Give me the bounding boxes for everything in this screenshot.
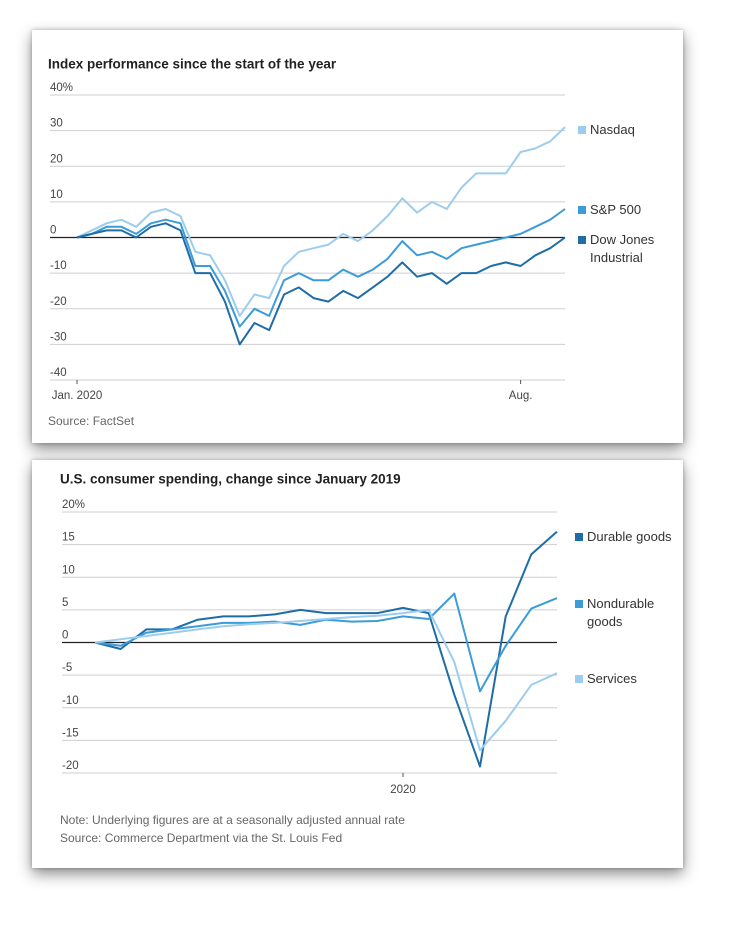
series-line bbox=[76, 126, 566, 317]
series-line bbox=[76, 208, 566, 328]
y-tick-label: -20 bbox=[50, 296, 67, 308]
footnote: Source: FactSet bbox=[48, 414, 135, 428]
series-line bbox=[76, 222, 566, 346]
y-tick-label: -40 bbox=[50, 367, 67, 379]
legend-label: Nasdaq bbox=[590, 122, 635, 137]
y-tick-label: 30 bbox=[50, 118, 63, 130]
legend-swatch bbox=[575, 675, 583, 683]
chart: Index performance since the start of the… bbox=[48, 57, 566, 428]
y-tick-label: 20 bbox=[50, 153, 63, 165]
chart: U.S. consumer spending, change since Jan… bbox=[60, 472, 558, 845]
legend-swatch bbox=[575, 600, 583, 608]
x-tick-label: Jan. 2020 bbox=[52, 390, 103, 402]
footnote: Note: Underlying figures are at a season… bbox=[60, 813, 405, 827]
y-tick-label: 5 bbox=[62, 597, 68, 609]
legend-swatch bbox=[578, 236, 586, 244]
y-tick-label: 40% bbox=[50, 82, 73, 94]
legend-label: Durable goods bbox=[587, 529, 672, 544]
series-line bbox=[94, 530, 558, 768]
x-tick-label: 2020 bbox=[390, 784, 416, 796]
y-tick-label: -5 bbox=[62, 662, 72, 674]
chart-title: Index performance since the start of the… bbox=[48, 57, 337, 72]
y-tick-label: 10 bbox=[62, 564, 75, 576]
y-tick-label: 10 bbox=[50, 189, 63, 201]
legend-label: S&P 500 bbox=[590, 202, 642, 217]
y-tick-label: 15 bbox=[62, 532, 75, 544]
legend-label: Nondurable goods bbox=[587, 596, 655, 629]
y-tick-label: 0 bbox=[62, 630, 68, 642]
y-tick-label: -15 bbox=[62, 727, 79, 739]
legend-swatch bbox=[578, 126, 586, 134]
legend-label: Dow Jones Industrial bbox=[590, 232, 655, 265]
chart-panel: U.S. consumer spending, change since Jan… bbox=[32, 460, 683, 868]
y-tick-label: -30 bbox=[50, 331, 67, 343]
y-tick-label: 20% bbox=[62, 499, 85, 511]
legend-swatch bbox=[578, 206, 586, 214]
y-tick-label: 0 bbox=[50, 225, 56, 237]
y-tick-label: -10 bbox=[50, 260, 67, 272]
y-tick-label: -10 bbox=[62, 695, 79, 707]
chart-panel: Index performance since the start of the… bbox=[32, 30, 683, 443]
legend-swatch bbox=[575, 533, 583, 541]
chart-title: U.S. consumer spending, change since Jan… bbox=[60, 472, 401, 487]
y-tick-label: -20 bbox=[62, 760, 79, 772]
legend-label: Services bbox=[587, 671, 637, 686]
x-tick-label: Aug. bbox=[509, 390, 533, 402]
footnote: Source: Commerce Department via the St. … bbox=[60, 831, 342, 845]
series-line bbox=[94, 608, 558, 752]
